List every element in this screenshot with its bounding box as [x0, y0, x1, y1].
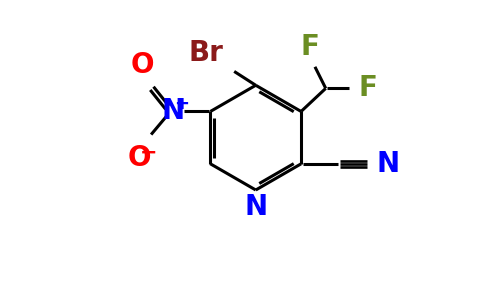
Text: +: +: [174, 95, 189, 113]
Text: N: N: [377, 150, 400, 178]
Text: N: N: [162, 98, 185, 125]
Text: −: −: [140, 143, 158, 163]
Text: O: O: [131, 51, 154, 79]
Text: F: F: [301, 33, 320, 61]
Text: N: N: [244, 193, 267, 221]
Text: Br: Br: [189, 39, 224, 67]
Text: O: O: [128, 144, 151, 172]
Text: F: F: [358, 74, 377, 102]
